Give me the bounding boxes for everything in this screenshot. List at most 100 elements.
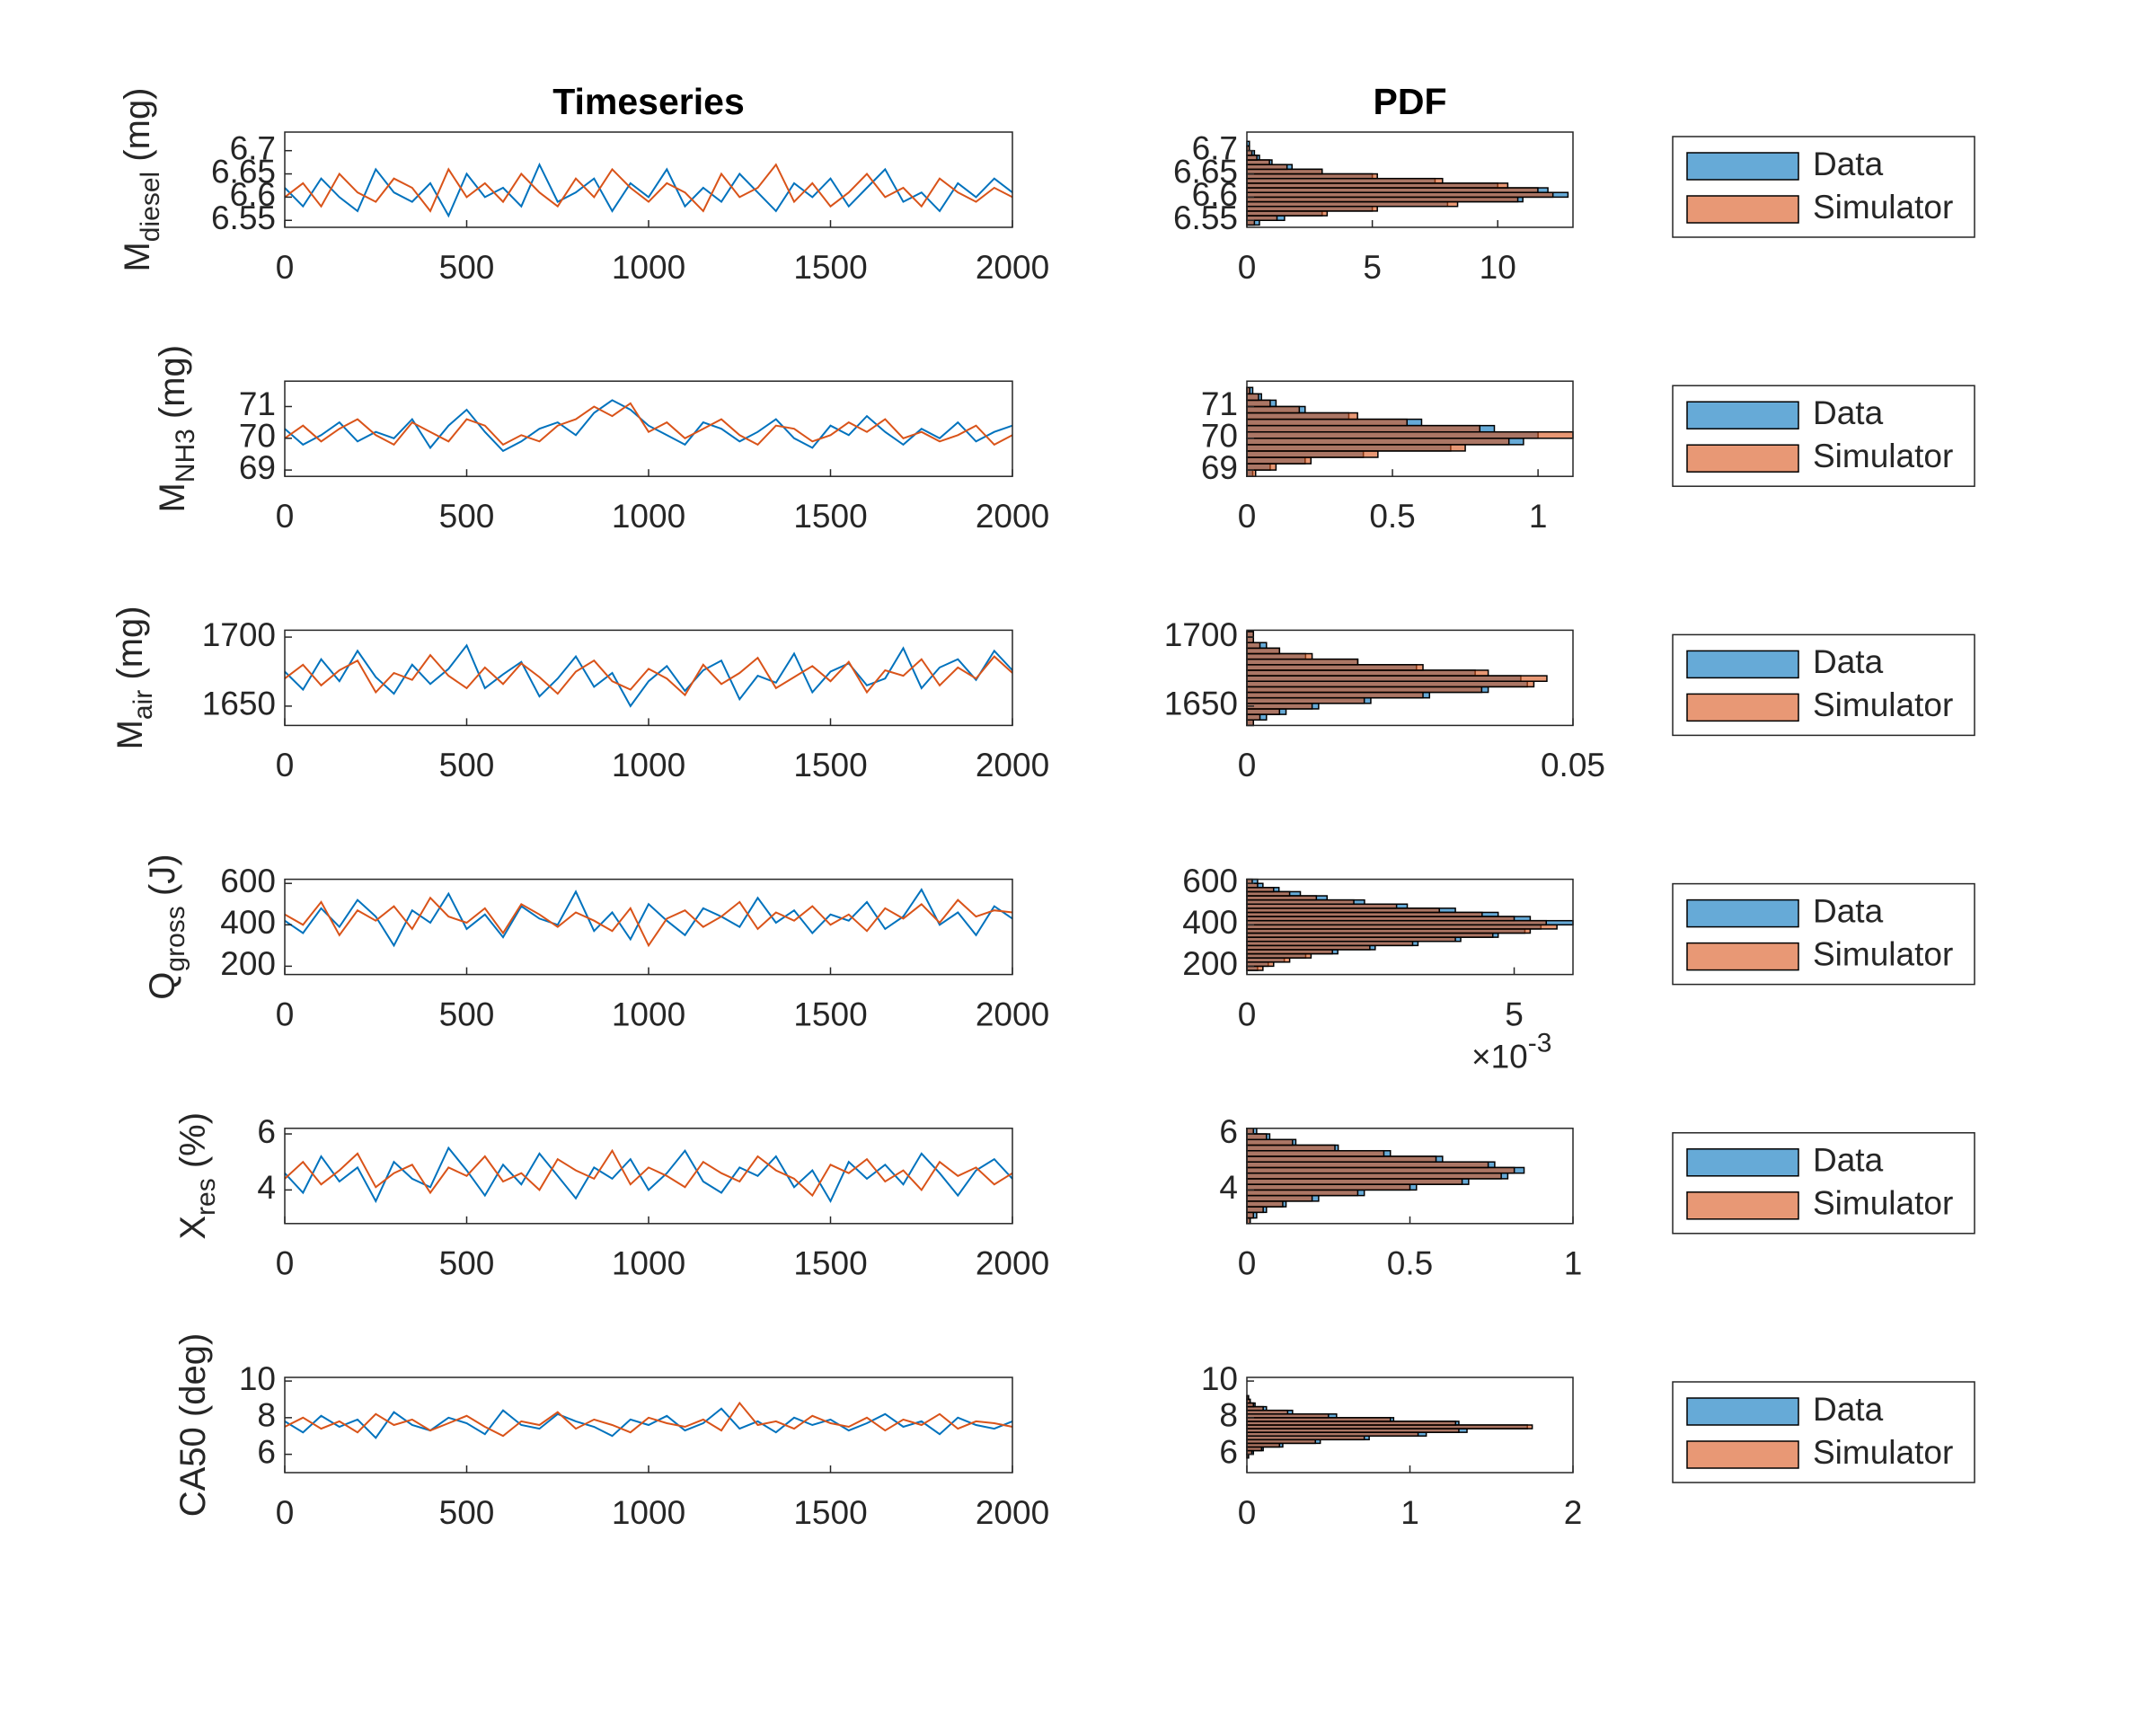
legend-swatch <box>1686 942 1799 971</box>
x-tick-label: 1000 <box>612 498 685 535</box>
y-tick-label: 6.65 <box>1173 153 1238 190</box>
x-tick-label: 1000 <box>612 1245 685 1282</box>
x-tick-label: 0 <box>1238 747 1257 783</box>
x-tick-label: 500 <box>439 1245 495 1282</box>
hist-bar <box>1246 393 1259 402</box>
y-axis-label-part: M <box>110 720 150 749</box>
legend-label: Simulator <box>1813 1434 1953 1471</box>
hist-bar <box>1246 1206 1264 1214</box>
hist-bar <box>1246 1138 1294 1146</box>
hist-bar <box>1246 418 1409 427</box>
y-tick-label: 6.7 <box>1192 129 1238 166</box>
x-tick-label: 1500 <box>793 747 867 783</box>
y-axis-label: Mdiesel (mg) <box>118 87 165 271</box>
hist-bar <box>1246 173 1378 180</box>
x-tick-label: 2000 <box>976 996 1049 1032</box>
data-line <box>284 402 1013 447</box>
y-axis-label: MNH3 (mg) <box>153 345 200 513</box>
y-tick-label: 6.6 <box>230 176 276 213</box>
y-tick-label: 6.7 <box>230 129 276 166</box>
y-tick-label: 71 <box>1201 385 1238 422</box>
x-multiplier-exponent: -3 <box>1528 1029 1552 1058</box>
data-line <box>284 399 1013 453</box>
hist-bar <box>1246 1149 1385 1157</box>
hist-bar <box>1246 1144 1336 1152</box>
y-axis-label-part: diesel <box>136 172 165 242</box>
y-axis-label-part: res <box>191 1178 221 1216</box>
x-tick-label: 500 <box>439 1494 495 1531</box>
y-tick-label: 6 <box>1219 1113 1238 1150</box>
data-line <box>284 643 1013 708</box>
hist-bar <box>1246 200 1459 208</box>
hist-bar <box>1246 1172 1502 1180</box>
hist-bar <box>1246 713 1261 721</box>
hist-bar <box>1246 1161 1489 1169</box>
y-tick-label: 70 <box>1201 418 1238 455</box>
x-tick-label: 0 <box>1238 1494 1257 1531</box>
x-tick-label: 1500 <box>793 996 867 1032</box>
y-axis-label-part: X <box>173 1216 213 1240</box>
legend-label: Data <box>1813 394 1884 431</box>
y-tick-label: 71 <box>239 385 276 422</box>
x-tick-label: 5 <box>1505 996 1524 1032</box>
y-axis-label-part: CA50 (deg) <box>173 1333 213 1518</box>
axes-box <box>1246 131 1574 228</box>
hist-bar <box>1246 658 1359 666</box>
y-axis-label-part: M <box>153 482 192 512</box>
axes-title: Timeseries <box>552 81 745 122</box>
hist-bar <box>1246 1183 1411 1191</box>
hist-bar <box>1246 182 1509 189</box>
legend-label: Data <box>1813 1391 1884 1428</box>
x-tick-label: 2000 <box>976 1494 1049 1531</box>
x-tick-label: 1 <box>1401 1494 1419 1531</box>
x-tick-label: 2000 <box>976 249 1049 286</box>
hist-bar <box>1246 1133 1268 1141</box>
y-tick-label: 70 <box>239 418 276 455</box>
legend-label: Data <box>1813 643 1884 680</box>
legend-swatch <box>1686 444 1799 473</box>
y-tick-label: 200 <box>220 945 276 982</box>
x-tick-label: 0 <box>1238 1245 1257 1282</box>
x-tick-label: 0 <box>276 498 295 535</box>
hist-bar <box>1246 636 1255 643</box>
y-tick-label: 1700 <box>1164 616 1238 653</box>
axes-box <box>1246 629 1574 727</box>
hist-bar <box>1246 463 1277 471</box>
legend-label: Simulator <box>1813 189 1953 226</box>
hist-bar <box>1246 215 1278 221</box>
hist-bar <box>1246 691 1424 699</box>
legend-swatch <box>1686 1148 1799 1177</box>
hist-bar <box>1246 187 1539 193</box>
hist-bar <box>1246 424 1481 433</box>
y-tick-label: 200 <box>1182 945 1238 982</box>
y-tick-label: 6.55 <box>1173 199 1238 236</box>
y-axis-label-part: gross <box>161 906 190 971</box>
y-tick-label: 6.65 <box>211 153 276 190</box>
x-tick-label: 2 <box>1564 1494 1583 1531</box>
x-tick-label: 0 <box>276 249 295 286</box>
hist-bar <box>1246 399 1271 408</box>
x-tick-label: 1500 <box>793 498 867 535</box>
data-line <box>284 1148 1013 1198</box>
y-axis-label-part: Q <box>143 972 182 1000</box>
y-axis-label-part: (mg) <box>118 87 157 171</box>
y-axis-label: Mair (mg) <box>110 606 158 749</box>
y-tick-label: 10 <box>239 1360 276 1397</box>
axes-title: PDF <box>1374 81 1447 122</box>
y-tick-label: 1700 <box>202 616 276 653</box>
y-tick-label: 6 <box>257 1433 276 1470</box>
hist-bar <box>1246 686 1483 694</box>
legend-label: Simulator <box>1813 1185 1953 1222</box>
legend-label: Data <box>1813 892 1884 929</box>
hist-bar <box>1246 456 1312 465</box>
legend-swatch <box>1686 152 1799 181</box>
data-line <box>284 162 1013 218</box>
y-axis-label-part: (mg) <box>110 606 150 689</box>
y-tick-label: 10 <box>1201 1360 1238 1397</box>
hist-bar <box>1246 680 1535 688</box>
y-tick-label: 6.55 <box>211 199 276 236</box>
y-axis-label-part: M <box>118 242 157 271</box>
legend-swatch <box>1686 195 1799 224</box>
